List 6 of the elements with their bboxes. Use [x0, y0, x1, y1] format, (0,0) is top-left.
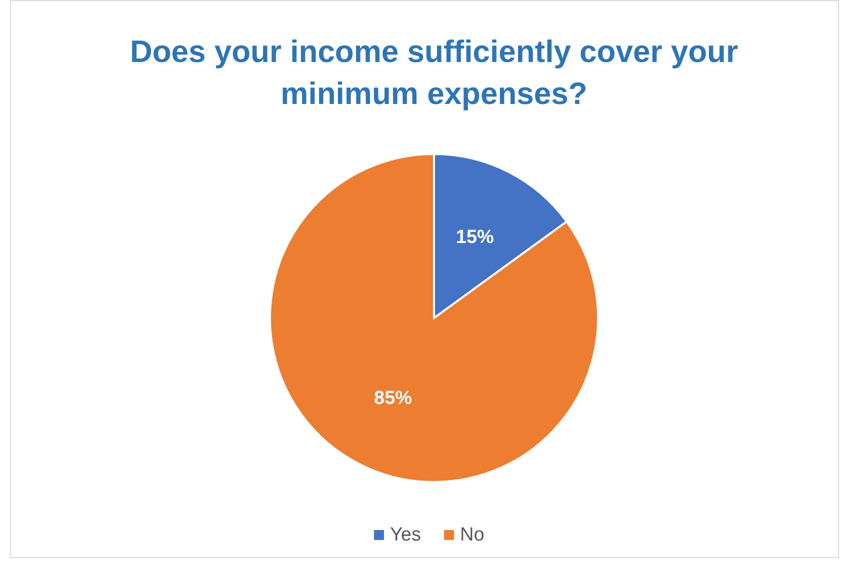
data-label: 85% — [374, 388, 412, 409]
pie-slice — [269, 153, 599, 483]
chart-title: Does your income sufficiently cover your minimum expenses? — [130, 34, 738, 111]
data-label: 15% — [456, 227, 494, 248]
legend-label: No — [460, 524, 484, 546]
legend-label: Yes — [390, 524, 421, 546]
